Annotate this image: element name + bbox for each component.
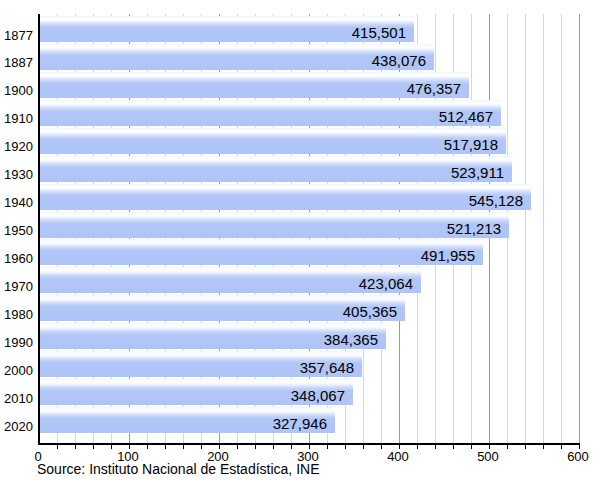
plot-area: 415,501 438,076 476,357 512,467 517,918 523,9…: [38, 14, 580, 445]
x-tick-label-500: 500: [466, 449, 510, 464]
bar-value-label: 476,357: [407, 79, 461, 98]
population-bar-chart: 415,501 438,076 476,357 512,467 517,918 523,9…: [0, 0, 600, 480]
bar-value-label: 405,365: [343, 302, 397, 321]
x-tick-label-600: 600: [556, 449, 600, 464]
y-axis-label-2010: 2010: [0, 391, 33, 407]
bar-1950: 521,213: [40, 212, 509, 238]
y-axis-label-1970: 1970: [0, 279, 33, 295]
y-axis-label-2000: 2000: [0, 363, 33, 379]
x-tick-label-400: 400: [376, 449, 420, 464]
bar-value-label: 523,911: [451, 163, 504, 182]
y-axis-label-1980: 1980: [0, 307, 33, 323]
y-axis-label-1877: 1877: [0, 28, 33, 44]
bar-1960: 491,955: [40, 239, 483, 265]
bar-value-label: 512,467: [439, 107, 493, 126]
bar-1910: 512,467: [40, 100, 501, 126]
bar-value-label: 348,067: [291, 386, 345, 405]
bar-2020: 327,946: [40, 407, 335, 433]
bar-value-label: 357,648: [300, 358, 354, 377]
y-axis-label-1930: 1930: [0, 167, 33, 183]
bar-2000: 357,648: [40, 351, 362, 377]
bar-value-label: 327,946: [273, 414, 327, 433]
bar-value-label: 438,076: [372, 51, 426, 70]
bar-2010: 348,067: [40, 379, 353, 405]
bar-value-label: 521,213: [447, 219, 501, 238]
bar-1920: 517,918: [40, 128, 506, 154]
source-caption: Source: Instituto Nacional de Estadístic…: [37, 461, 319, 477]
bar-1970: 423,064: [40, 267, 421, 293]
bar-value-label: 491,955: [421, 246, 475, 265]
bar-value-label: 384,365: [324, 330, 378, 349]
bar-1877: 415,501: [40, 16, 414, 42]
bar-1887: 438,076: [40, 44, 434, 70]
y-axis-label-1910: 1910: [0, 111, 33, 127]
bar-1990: 384,365: [40, 323, 386, 349]
y-axis-label-1920: 1920: [0, 139, 33, 155]
y-axis-label-1960: 1960: [0, 251, 33, 267]
bar-value-label: 423,064: [359, 274, 413, 293]
y-axis-label-1887: 1887: [0, 55, 33, 71]
bar-1930: 523,911: [40, 156, 512, 182]
bar-1940: 545,128: [40, 184, 531, 210]
y-axis-label-1950: 1950: [0, 223, 33, 239]
y-axis-label-1940: 1940: [0, 195, 33, 211]
y-axis-label-1900: 1900: [0, 83, 33, 99]
bar-value-label: 517,918: [444, 135, 498, 154]
bar-1900: 476,357: [40, 72, 469, 98]
y-axis-label-2020: 2020: [0, 419, 33, 435]
bar-value-label: 545,128: [469, 191, 523, 210]
bar-value-label: 415,501: [352, 23, 406, 42]
y-axis-label-1990: 1990: [0, 335, 33, 351]
bar-1980: 405,365: [40, 295, 405, 321]
